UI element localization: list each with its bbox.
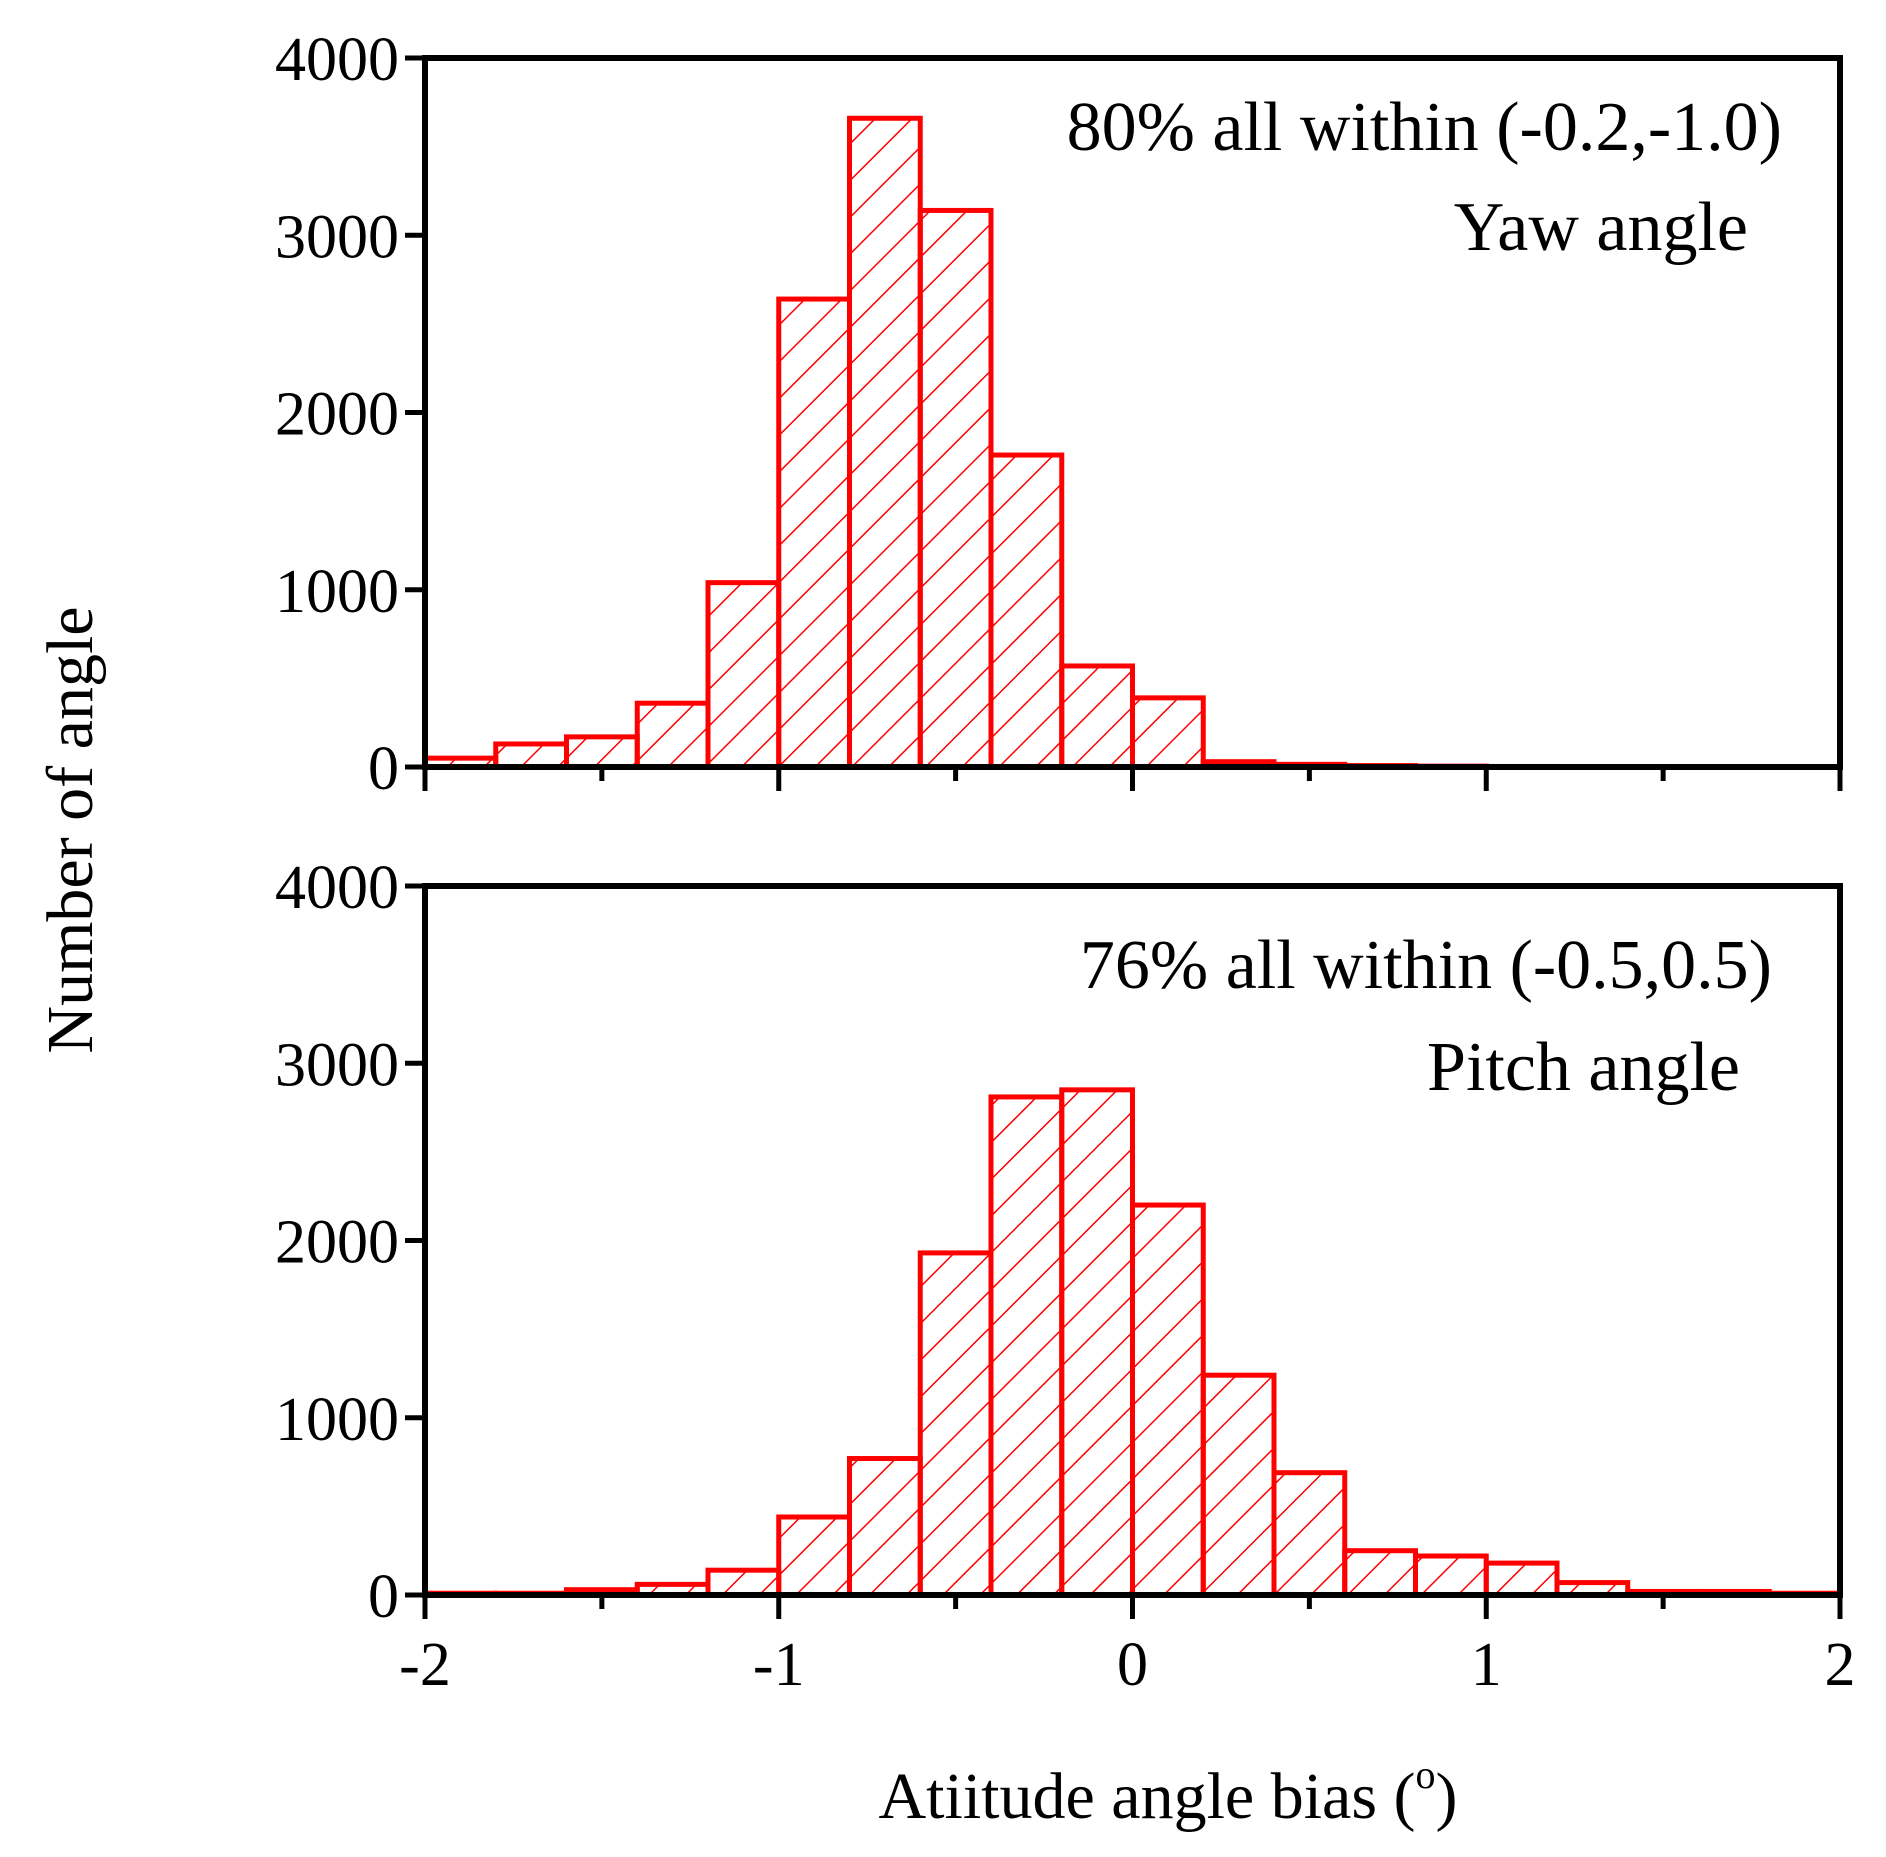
x-axis-title: Atiitude angle bias (o): [878, 1752, 1457, 1833]
yaw-bar: [705, 580, 782, 770]
yaw-y-tick-label: 4000: [275, 26, 399, 94]
yaw-y-tick-label: 2000: [275, 381, 399, 449]
pitch-x-tick-label: 1: [1471, 1631, 1502, 1699]
yaw-bar: [776, 296, 852, 770]
pitch-y-tick-label: 4000: [275, 854, 399, 922]
pitch-ticks: 0 1000 2000 3000 4000 -2 -1 0 1 2: [275, 854, 1856, 1699]
pitch-bar: [1200, 1372, 1277, 1598]
pitch-bar: [1483, 1560, 1560, 1598]
pitch-bar: [705, 1567, 782, 1598]
pitch-bars: [422, 1087, 1843, 1598]
pitch-y-tick-label: 1000: [275, 1386, 399, 1454]
yaw-histogram-panel: 0 1000 2000 3000 4000 80% all within (-0.2,-…: [275, 26, 1843, 803]
pitch-annotation: 76% all within (-0.5,0.5): [1080, 927, 1772, 1004]
pitch-bar: [917, 1250, 994, 1598]
pitch-x-tick-label: 0: [1117, 1631, 1148, 1699]
pitch-y-tick-label: 3000: [275, 1031, 399, 1099]
yaw-y-tick-label: 3000: [275, 203, 399, 271]
pitch-bar: [1130, 1202, 1206, 1598]
pitch-bar: [988, 1094, 1065, 1598]
pitch-y-tick-label: 0: [368, 1563, 399, 1631]
yaw-title: Yaw angle: [1454, 189, 1748, 266]
yaw-bar: [1059, 663, 1135, 770]
pitch-x-tick-label: -1: [753, 1631, 805, 1699]
x-axis-title-degree: o: [1416, 1752, 1436, 1797]
yaw-bar: [917, 207, 994, 770]
pitch-title: Pitch angle: [1427, 1029, 1740, 1106]
pitch-bar: [776, 1514, 852, 1598]
yaw-bar: [493, 741, 569, 770]
yaw-y-tick-label: 1000: [275, 558, 399, 626]
pitch-x-tick-label: -2: [399, 1631, 451, 1699]
yaw-ticks: 0 1000 2000 3000 4000: [275, 26, 1843, 803]
yaw-y-tick-label: 0: [368, 735, 399, 803]
yaw-bar: [634, 700, 711, 770]
yaw-bar: [847, 115, 923, 770]
pitch-bar: [1059, 1087, 1135, 1598]
x-axis-title-main: Atiitude angle bias (: [878, 1760, 1415, 1833]
yaw-bar: [564, 734, 640, 770]
yaw-bar: [1130, 695, 1206, 770]
x-axis-title-close: ): [1436, 1760, 1458, 1833]
pitch-histogram-panel: 0 1000 2000 3000 4000 -2 -1 0 1 2 76% all within …: [275, 854, 1856, 1699]
pitch-bar: [1413, 1553, 1489, 1598]
yaw-bar: [988, 452, 1065, 770]
pitch-bar: [1271, 1470, 1348, 1598]
pitch-bar: [1342, 1548, 1418, 1598]
pitch-bar: [847, 1456, 923, 1598]
y-axis-title: Number of angle: [34, 606, 107, 1053]
pitch-y-tick-label: 2000: [275, 1209, 399, 1277]
yaw-annotation: 80% all within (-0.2,-1.0): [1067, 89, 1782, 166]
yaw-bars: [422, 115, 1631, 770]
pitch-x-tick-label: 2: [1825, 1631, 1856, 1699]
